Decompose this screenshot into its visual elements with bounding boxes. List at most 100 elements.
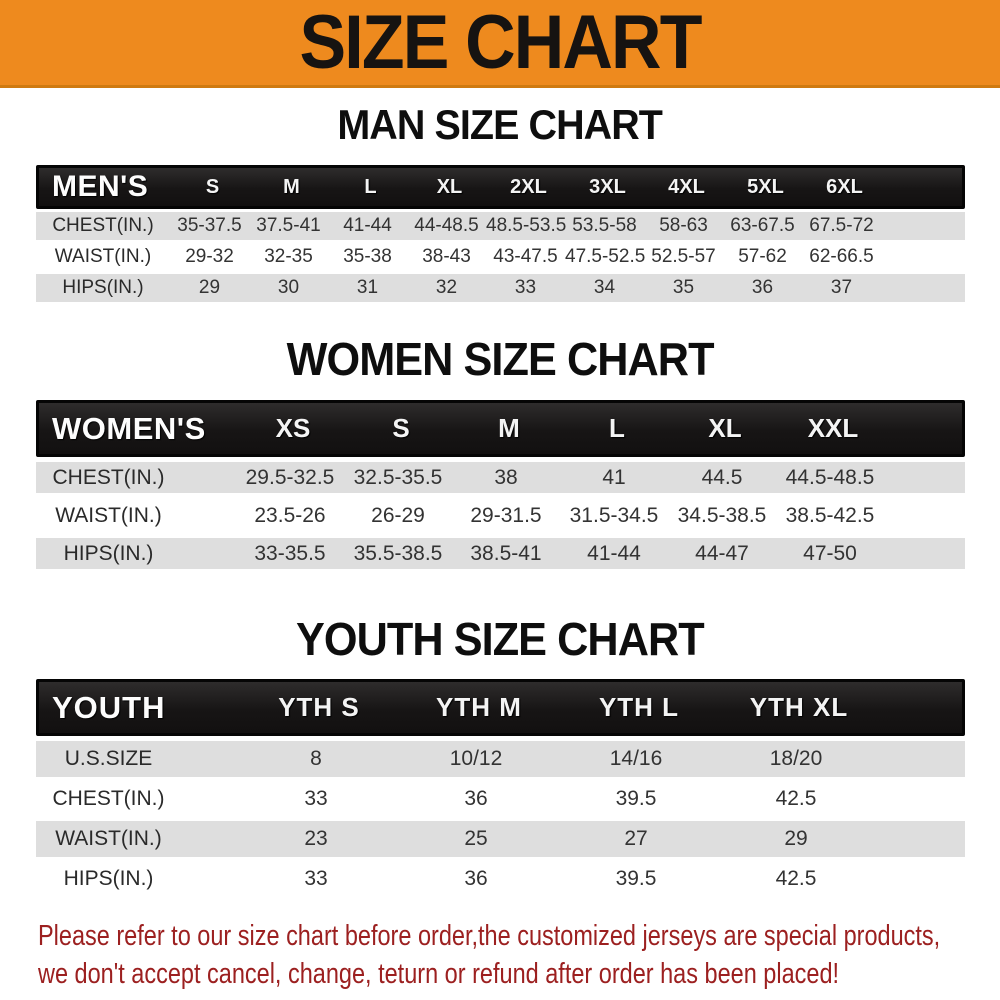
men-size-header-4xl: 4XL — [668, 175, 705, 198]
row-label: WAIST(IN.) — [55, 503, 162, 527]
men-size-header-3xl: 3XL — [589, 175, 626, 198]
youth-ussize-s: 8 — [310, 747, 322, 770]
men-size-header-5xl: 5XL — [747, 175, 784, 198]
women-hips-s: 35.5-38.5 — [353, 541, 443, 565]
youth-waist-l: 27 — [624, 827, 648, 850]
women-hips-xs: 33-35.5 — [254, 541, 326, 565]
youth-ussize-row: U.S.SIZE 8 10/12 14/16 18/20 — [36, 741, 965, 777]
men-chest-4xl: 58-63 — [659, 215, 708, 236]
youth-chest-m: 36 — [464, 787, 488, 810]
men-waist-6xl: 62-66.5 — [809, 246, 874, 267]
youth-hips-m: 36 — [464, 867, 488, 890]
men-hips-5xl: 36 — [751, 277, 774, 298]
women-waist-xs: 23.5-26 — [254, 503, 326, 527]
youth-size-header-xl: YTH XL — [749, 692, 849, 722]
men-chest-2xl: 48.5-53.5 — [486, 215, 567, 236]
youth-hips-l: 39.5 — [615, 867, 657, 890]
women-chest-s: 32.5-35.5 — [353, 465, 443, 489]
men-hips-3xl: 34 — [593, 277, 616, 298]
women-waist-s: 26-29 — [371, 503, 425, 527]
women-size-header-l: L — [609, 413, 625, 443]
youth-size-table: YOUTH YTH S YTH M YTH L YTH XL U.S.SIZE … — [36, 679, 965, 897]
men-waist-2xl: 43-47.5 — [493, 246, 558, 267]
men-hips-2xl: 33 — [514, 277, 537, 298]
men-section-title-text: MAN SIZE CHART — [337, 101, 664, 148]
youth-chest-row: CHEST(IN.) 33 36 39.5 42.5 — [36, 781, 965, 817]
men-size-table: MEN'S S M L XL 2XL 3XL 4XL 5XL 6XL CHEST… — [36, 165, 965, 302]
women-section-title: WOMEN SIZE CHART — [0, 335, 1000, 383]
footer-note: Please refer to our size chart before or… — [0, 917, 1000, 993]
women-waist-xl: 34.5-38.5 — [677, 503, 767, 527]
youth-section-title: YOUTH SIZE CHART — [0, 615, 1000, 663]
women-hips-m: 38.5-41 — [470, 541, 542, 565]
youth-waist-xl: 29 — [784, 827, 808, 850]
women-waist-l: 31.5-34.5 — [569, 503, 659, 527]
footer-note-line-1: Please refer to our size chart before or… — [38, 920, 941, 952]
women-waist-m: 29-31.5 — [470, 503, 542, 527]
women-chest-xxl: 44.5-48.5 — [785, 465, 875, 489]
youth-header-label: YOUTH — [52, 689, 166, 725]
men-size-header-s: S — [205, 175, 220, 198]
row-label: HIPS(IN.) — [62, 277, 144, 298]
row-label: CHEST(IN.) — [52, 787, 165, 810]
youth-header-bar: YOUTH YTH S YTH M YTH L YTH XL — [36, 679, 965, 736]
women-chest-xl: 44.5 — [701, 465, 743, 489]
men-size-header-m: M — [283, 175, 300, 198]
women-size-table: WOMEN'S XS S M L XL XXL CHEST(IN.) 29.5-… — [36, 400, 965, 569]
men-hips-row: HIPS(IN.) 29 30 31 32 33 34 35 36 37 — [36, 274, 965, 302]
page-title: SIZE CHART — [299, 0, 702, 85]
women-hips-xl: 44-47 — [695, 541, 749, 565]
youth-ussize-xl: 18/20 — [769, 747, 823, 770]
men-chest-xl: 44-48.5 — [414, 215, 479, 236]
youth-hips-row: HIPS(IN.) 33 36 39.5 42.5 — [36, 861, 965, 897]
men-chest-s: 35-37.5 — [177, 215, 242, 236]
row-label: CHEST(IN.) — [52, 465, 165, 489]
men-chest-m: 37.5-41 — [256, 215, 321, 236]
youth-chest-s: 33 — [304, 787, 328, 810]
youth-hips-xl: 42.5 — [775, 867, 817, 890]
women-size-header-s: S — [392, 413, 410, 443]
row-label: U.S.SIZE — [64, 747, 153, 770]
men-chest-row: CHEST(IN.) 35-37.5 37.5-41 41-44 44-48.5… — [36, 212, 965, 240]
row-label: HIPS(IN.) — [63, 867, 154, 890]
women-hips-l: 41-44 — [587, 541, 641, 565]
women-size-header-xxl: XXL — [807, 413, 859, 443]
men-hips-6xl: 37 — [830, 277, 853, 298]
men-hips-s: 29 — [198, 277, 221, 298]
men-size-header-2xl: 2XL — [510, 175, 547, 198]
youth-waist-m: 25 — [464, 827, 488, 850]
row-label: WAIST(IN.) — [54, 246, 152, 267]
men-waist-3xl: 47.5-52.5 — [565, 246, 646, 267]
youth-ussize-m: 10/12 — [449, 747, 503, 770]
men-size-header-6xl: 6XL — [826, 175, 863, 198]
men-chest-3xl: 53.5-58 — [572, 215, 637, 236]
men-section-title: MAN SIZE CHART — [0, 102, 1000, 148]
youth-section-title-text: YOUTH SIZE CHART — [296, 613, 705, 665]
women-size-header-xl: XL — [708, 413, 742, 443]
men-waist-m: 32-35 — [264, 246, 313, 267]
youth-size-header-s: YTH S — [278, 692, 360, 722]
row-label: WAIST(IN.) — [55, 827, 162, 850]
row-label: CHEST(IN.) — [52, 215, 154, 236]
women-waist-row: WAIST(IN.) 23.5-26 26-29 29-31.5 31.5-34… — [36, 500, 965, 531]
men-header-bar: MEN'S S M L XL 2XL 3XL 4XL 5XL 6XL — [36, 165, 965, 209]
women-hips-xxl: 47-50 — [803, 541, 857, 565]
women-chest-xs: 29.5-32.5 — [245, 465, 335, 489]
women-header-label: WOMEN'S — [52, 410, 206, 446]
women-chest-m: 38 — [494, 465, 518, 489]
men-waist-5xl: 57-62 — [738, 246, 787, 267]
women-size-header-xs: XS — [275, 413, 311, 443]
youth-chest-l: 39.5 — [615, 787, 657, 810]
youth-waist-row: WAIST(IN.) 23 25 27 29 — [36, 821, 965, 857]
men-size-header-xl: XL — [436, 175, 463, 198]
women-section-title-text: WOMEN SIZE CHART — [286, 333, 715, 385]
youth-waist-s: 23 — [304, 827, 328, 850]
youth-size-header-m: YTH M — [436, 692, 522, 722]
women-waist-xxl: 38.5-42.5 — [785, 503, 875, 527]
men-hips-4xl: 35 — [672, 277, 695, 298]
men-waist-s: 29-32 — [185, 246, 234, 267]
youth-ussize-l: 14/16 — [609, 747, 663, 770]
men-chest-5xl: 63-67.5 — [730, 215, 795, 236]
women-size-header-m: M — [498, 413, 520, 443]
